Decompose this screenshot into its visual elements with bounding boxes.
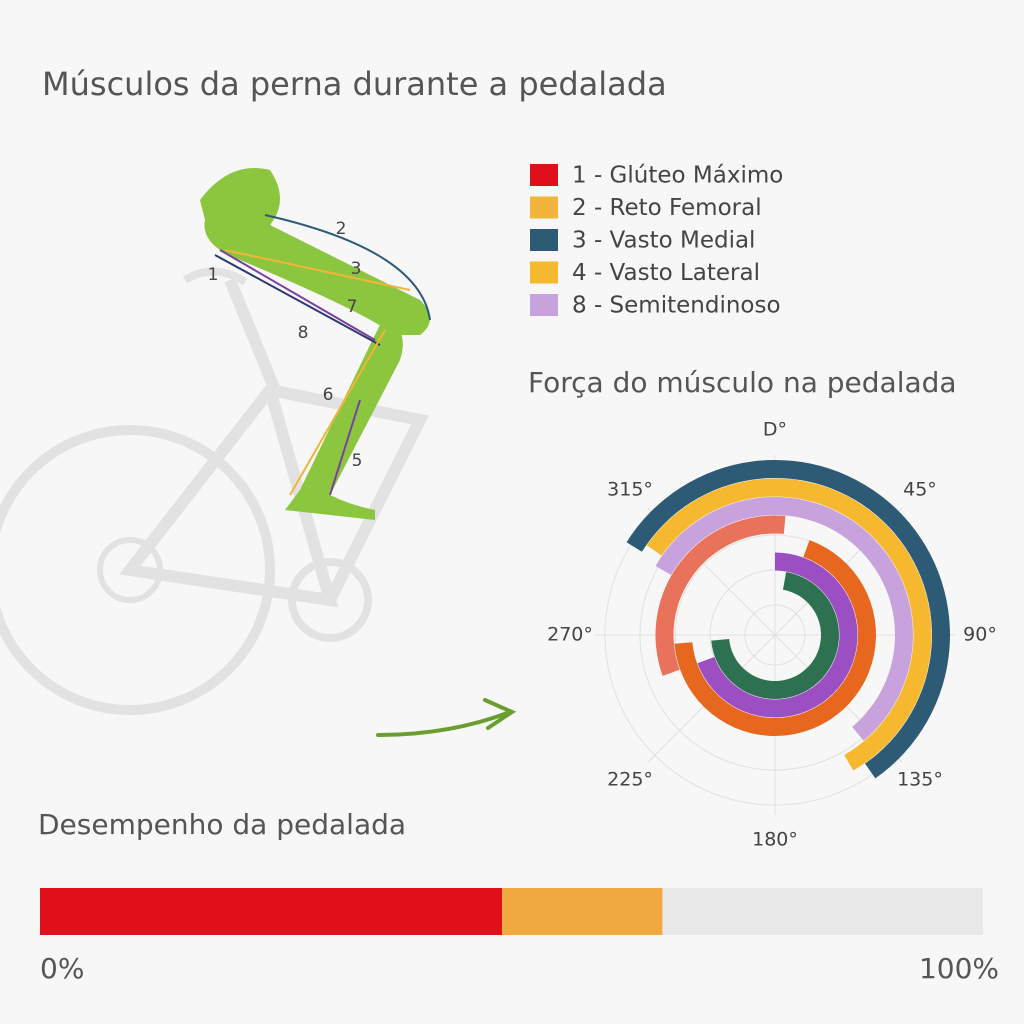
angle-label: 315° — [607, 479, 653, 501]
angle-label: 180° — [752, 829, 798, 851]
angle-label: 225° — [607, 768, 653, 790]
legend-label: 4 - Vasto Lateral — [572, 260, 760, 286]
muscle-number: 1 — [208, 265, 219, 285]
muscle-number: 8 — [298, 323, 309, 343]
muscle-line — [329, 399, 361, 496]
progress-segment — [40, 888, 503, 935]
shank-foot — [285, 315, 403, 520]
grid-spokes — [595, 455, 955, 815]
muscle-line — [289, 329, 386, 496]
tick-label: 100% — [919, 952, 999, 985]
legend-swatch — [530, 229, 558, 251]
legend-swatch — [530, 196, 558, 219]
muscle-line — [219, 249, 376, 341]
progress-segment — [502, 888, 663, 935]
progress-bar: 0% 100% — [40, 888, 999, 985]
angle-label: D° — [763, 419, 787, 441]
leg-figure: 1 2 3 7 8 6 5 — [200, 168, 431, 520]
legend-swatch — [530, 164, 558, 186]
ring-arc — [655, 515, 786, 676]
saddle — [182, 267, 248, 286]
muscle-number: 7 — [347, 297, 358, 317]
legend-swatch — [530, 294, 558, 316]
legend-label: 8 - Semitendinoso — [572, 293, 781, 319]
performance-title: Desempenho da pedalada — [38, 808, 406, 841]
tick-label: 0% — [40, 952, 84, 985]
arrow — [376, 698, 517, 737]
muscle-number: 3 — [351, 259, 362, 279]
muscle-lines — [214, 214, 431, 496]
main-title: Músculos da perna durante a pedalada — [42, 65, 667, 103]
angle-label: 90° — [963, 624, 997, 646]
polar-chart: D° 45° 90° 135° 180° 225° 270° 315° — [547, 419, 997, 851]
angle-label: 135° — [897, 768, 943, 790]
legend-swatch — [530, 261, 558, 284]
legend-label: 3 - Vasto Medial — [572, 228, 755, 254]
polar-title: Força do músculo na pedalada — [528, 366, 957, 399]
legend-label: 1 - Glúteo Máximo — [572, 163, 783, 189]
muscle-line — [264, 214, 431, 321]
legend: 1 - Glúteo Máximo 2 - Reto Femoral 3 - Vas… — [530, 163, 783, 319]
muscle-line — [214, 254, 381, 346]
thigh — [200, 168, 430, 335]
angle-label: 270° — [547, 624, 593, 646]
wheel — [0, 425, 275, 715]
muscle-number: 2 — [336, 219, 347, 239]
muscle-line — [224, 249, 411, 291]
angle-label: 45° — [903, 479, 937, 501]
legend-label: 2 - Reto Femoral — [572, 195, 762, 221]
bicycle — [0, 267, 429, 715]
muscle-number: 6 — [323, 385, 334, 405]
muscle-number: 5 — [352, 451, 363, 471]
